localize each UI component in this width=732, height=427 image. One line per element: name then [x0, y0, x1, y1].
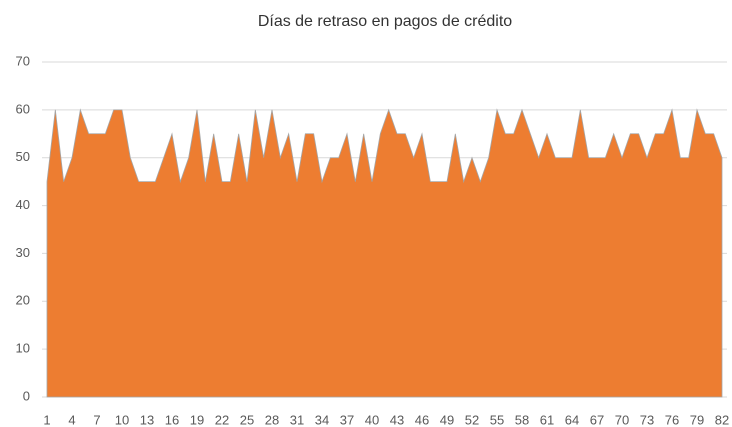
x-tick-label: 40 [365, 412, 379, 427]
x-tick-label: 43 [390, 412, 404, 427]
x-tick-label: 52 [465, 412, 479, 427]
x-tick-label: 58 [515, 412, 529, 427]
x-tick-label: 7 [93, 412, 100, 427]
x-tick-label: 37 [340, 412, 354, 427]
x-tick-label: 64 [565, 412, 579, 427]
y-tick-label: 20 [16, 293, 30, 308]
y-tick-label: 40 [16, 197, 30, 212]
x-tick-label: 49 [440, 412, 454, 427]
x-tick-label: 28 [265, 412, 279, 427]
x-tick-label: 16 [165, 412, 179, 427]
x-tick-label: 1 [43, 412, 50, 427]
area [46, 108, 723, 398]
x-tick-label: 82 [715, 412, 729, 427]
x-tick-label: 31 [290, 412, 304, 427]
x-tick-label: 46 [415, 412, 429, 427]
x-tick-label: 61 [540, 412, 554, 427]
x-tick-label: 67 [590, 412, 604, 427]
chart-title: Días de retraso en pagos de crédito [258, 13, 512, 30]
x-tick-label: 70 [615, 412, 629, 427]
x-tick-label: 76 [665, 412, 679, 427]
y-tick-label: 60 [16, 101, 30, 116]
y-tick-label: 30 [16, 245, 30, 260]
x-tick-label: 4 [68, 412, 75, 427]
x-tick-label: 22 [215, 412, 229, 427]
y-tick-label: 10 [16, 341, 30, 356]
x-tick-label: 34 [315, 412, 329, 427]
x-tick-label: 13 [140, 412, 154, 427]
y-tick-label: 70 [16, 53, 30, 68]
x-tick-label: 25 [240, 412, 254, 427]
x-tick-label: 10 [115, 412, 129, 427]
x-tick-label: 73 [640, 412, 654, 427]
y-tick-label: 50 [16, 149, 30, 164]
x-tick-label: 79 [690, 412, 704, 427]
x-tick-label: 55 [490, 412, 504, 427]
x-tick-label: 19 [190, 412, 204, 427]
y-tick-label: 0 [23, 388, 30, 403]
